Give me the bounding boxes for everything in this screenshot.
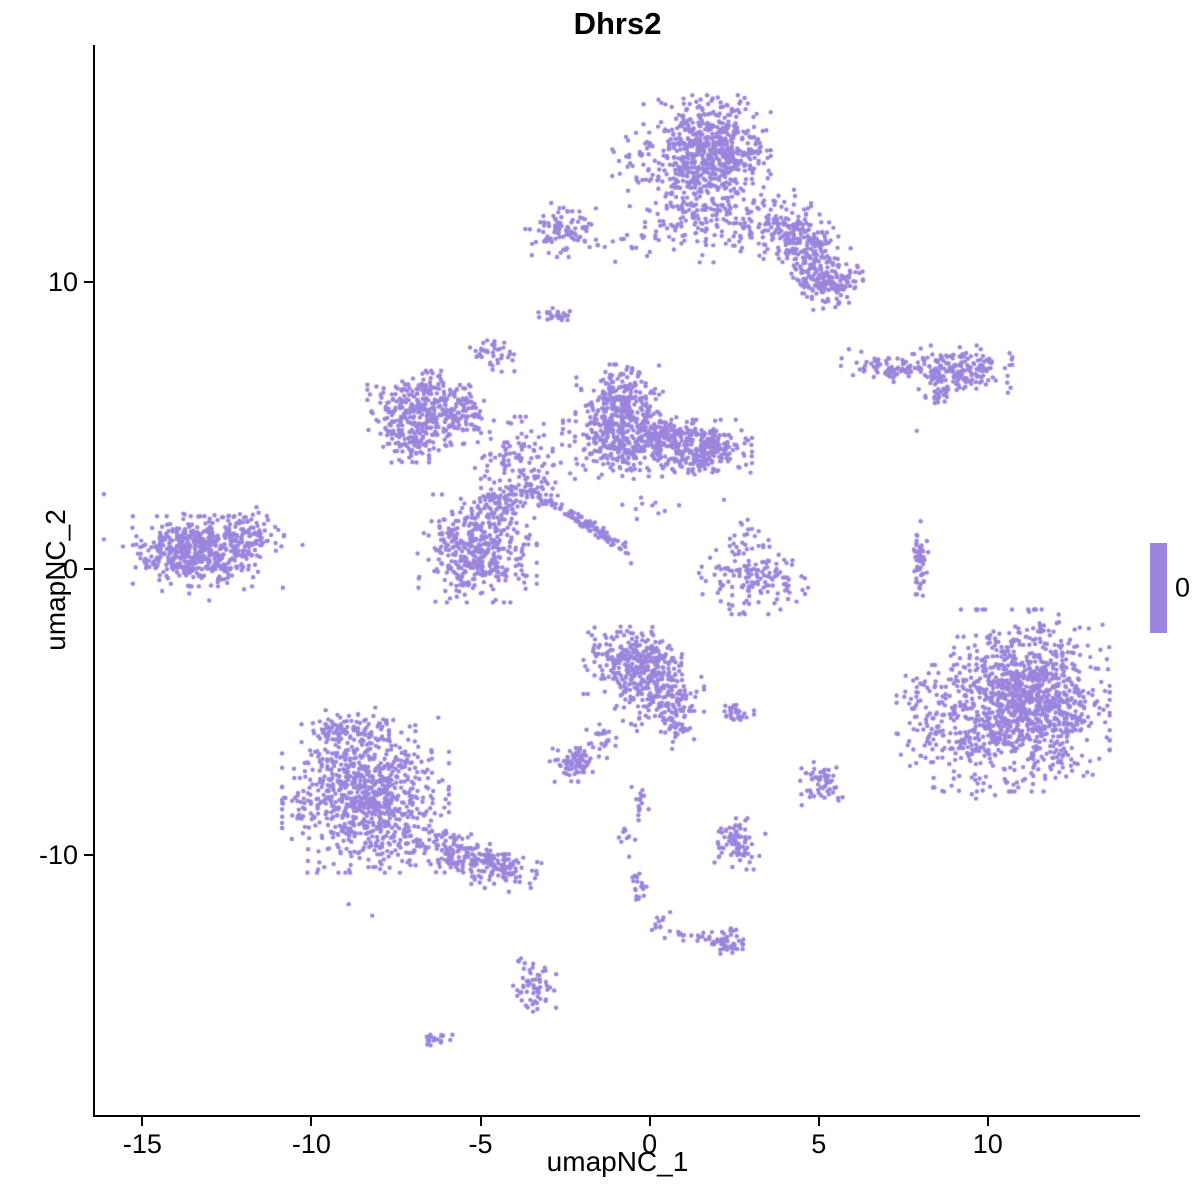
x-tick-mark [986, 1117, 989, 1126]
y-axis-line [93, 45, 95, 1117]
legend-label: 0 [1175, 572, 1191, 603]
x-tick-label: 0 [642, 1129, 658, 1159]
x-tick-mark [817, 1117, 820, 1126]
x-tick-label: 5 [811, 1129, 827, 1159]
y-tick-label: 0 [62, 553, 78, 584]
y-tick-mark [84, 567, 93, 570]
x-axis-line [93, 1115, 1140, 1117]
legend-colorbar [1150, 543, 1167, 633]
scatter-points-canvas [95, 45, 1140, 1115]
x-tick-mark [310, 1117, 313, 1126]
y-tick-label: 10 [47, 266, 78, 297]
x-tick-label: -15 [122, 1129, 162, 1159]
y-tick-mark [84, 854, 93, 857]
y-tick-mark [84, 280, 93, 283]
x-tick-label: -5 [468, 1129, 493, 1159]
y-tick-label: -10 [38, 840, 78, 871]
x-tick-mark [479, 1117, 482, 1126]
x-tick-label: 10 [972, 1129, 1003, 1159]
x-axis-title: umapNC_1 [546, 1146, 689, 1177]
x-tick-mark [648, 1117, 651, 1126]
legend: 0 [1150, 543, 1200, 633]
x-tick-label: -10 [291, 1129, 331, 1159]
x-tick-mark [141, 1117, 144, 1126]
chart-title: Dhrs2 [573, 6, 662, 41]
